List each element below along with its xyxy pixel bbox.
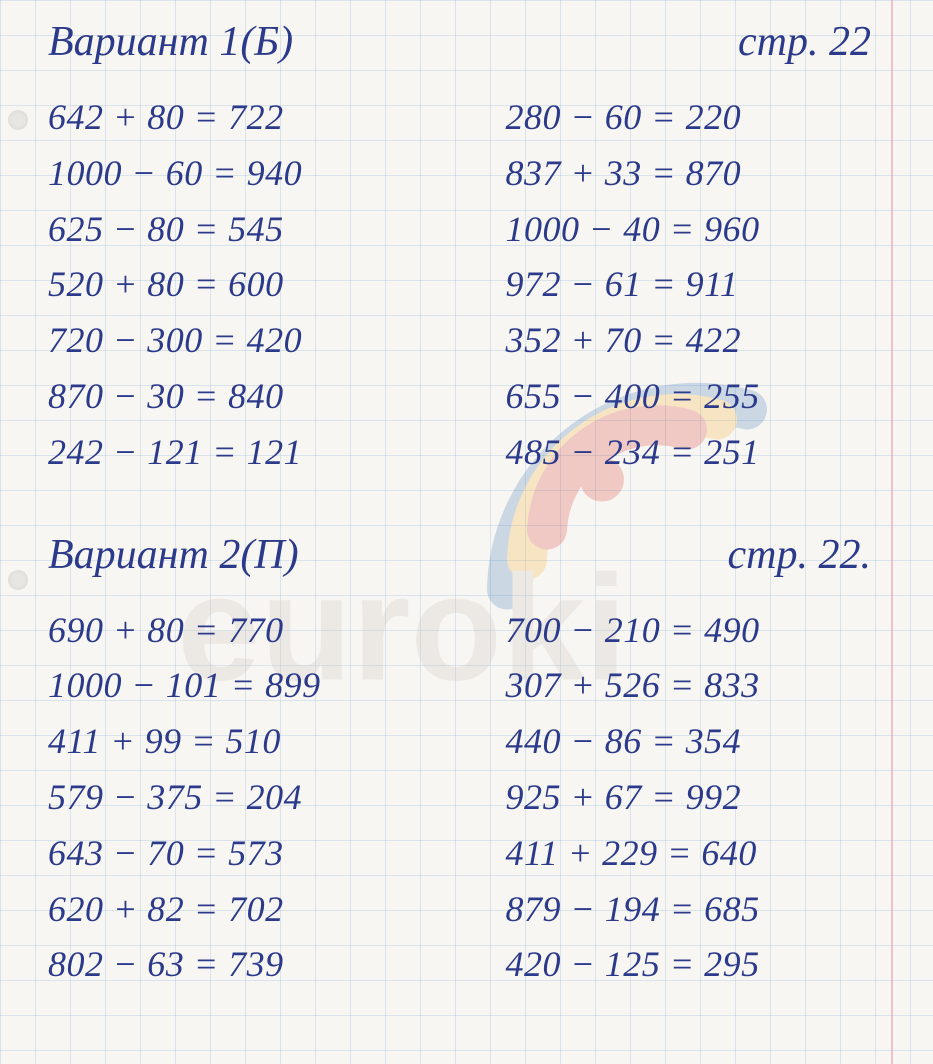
equation: 420 − 125 = 295 xyxy=(506,937,884,993)
equation: 700 − 210 = 490 xyxy=(506,603,884,659)
equation: 520 + 80 = 600 xyxy=(48,257,426,313)
equation-columns: 690 + 80 = 770 1000 − 101 = 899 411 + 99… xyxy=(48,603,883,994)
left-column: 690 + 80 = 770 1000 − 101 = 899 411 + 99… xyxy=(48,603,426,994)
section-variant-2: Вариант 2(П) стр. 22. 690 + 80 = 770 100… xyxy=(48,531,883,994)
page-reference: стр. 22. xyxy=(728,531,871,579)
equation: 1000 − 40 = 960 xyxy=(506,202,884,258)
equation: 625 − 80 = 545 xyxy=(48,202,426,258)
section-header: Вариант 2(П) стр. 22. xyxy=(48,531,883,579)
equation: 837 + 33 = 870 xyxy=(506,146,884,202)
section-variant-1: Вариант 1(Б) стр. 22 642 + 80 = 722 1000… xyxy=(48,18,883,481)
equation: 485 − 234 = 251 xyxy=(506,425,884,481)
page-content: Вариант 1(Б) стр. 22 642 + 80 = 722 1000… xyxy=(0,0,933,1063)
equation: 620 + 82 = 702 xyxy=(48,882,426,938)
equation: 870 − 30 = 840 xyxy=(48,369,426,425)
equation: 411 + 99 = 510 xyxy=(48,714,426,770)
equation: 655 − 400 = 255 xyxy=(506,369,884,425)
equation: 643 − 70 = 573 xyxy=(48,826,426,882)
equation: 1000 − 60 = 940 xyxy=(48,146,426,202)
equation: 440 − 86 = 354 xyxy=(506,714,884,770)
equation: 720 − 300 = 420 xyxy=(48,313,426,369)
equation: 925 + 67 = 992 xyxy=(506,770,884,826)
section-header: Вариант 1(Б) стр. 22 xyxy=(48,18,883,66)
section-title: Вариант 1(Б) xyxy=(48,18,293,66)
right-column: 280 − 60 = 220 837 + 33 = 870 1000 − 40 … xyxy=(506,90,884,481)
equation: 352 + 70 = 422 xyxy=(506,313,884,369)
equation-columns: 642 + 80 = 722 1000 − 60 = 940 625 − 80 … xyxy=(48,90,883,481)
equation: 879 − 194 = 685 xyxy=(506,882,884,938)
equation: 307 + 526 = 833 xyxy=(506,658,884,714)
equation: 411 + 229 = 640 xyxy=(506,826,884,882)
section-title: Вариант 2(П) xyxy=(48,531,299,579)
equation: 1000 − 101 = 899 xyxy=(48,658,426,714)
right-column: 700 − 210 = 490 307 + 526 = 833 440 − 86… xyxy=(506,603,884,994)
left-column: 642 + 80 = 722 1000 − 60 = 940 625 − 80 … xyxy=(48,90,426,481)
equation: 280 − 60 = 220 xyxy=(506,90,884,146)
page-reference: стр. 22 xyxy=(738,18,871,66)
equation: 642 + 80 = 722 xyxy=(48,90,426,146)
equation: 242 − 121 = 121 xyxy=(48,425,426,481)
equation: 579 − 375 = 204 xyxy=(48,770,426,826)
equation: 972 − 61 = 911 xyxy=(506,257,884,313)
equation: 690 + 80 = 770 xyxy=(48,603,426,659)
equation: 802 − 63 = 739 xyxy=(48,937,426,993)
